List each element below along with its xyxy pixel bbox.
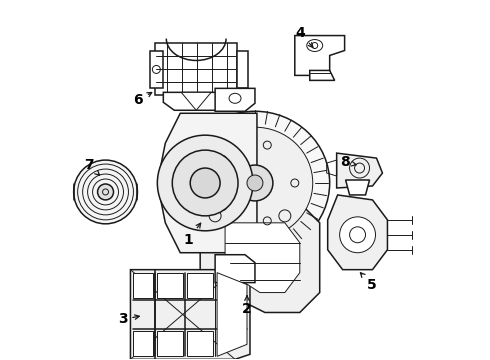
Polygon shape <box>133 332 153 356</box>
Polygon shape <box>187 273 213 298</box>
Polygon shape <box>130 270 250 359</box>
Ellipse shape <box>247 175 263 191</box>
Text: 7: 7 <box>84 158 99 175</box>
Polygon shape <box>200 203 319 312</box>
Polygon shape <box>215 88 255 111</box>
Ellipse shape <box>340 217 375 253</box>
Polygon shape <box>160 113 257 253</box>
Polygon shape <box>150 50 163 88</box>
Text: 3: 3 <box>118 312 139 327</box>
Polygon shape <box>187 332 213 356</box>
Polygon shape <box>163 92 229 110</box>
Polygon shape <box>310 71 335 80</box>
Polygon shape <box>237 50 248 88</box>
Polygon shape <box>217 273 247 356</box>
Polygon shape <box>345 180 369 195</box>
Ellipse shape <box>237 165 273 201</box>
Polygon shape <box>155 42 237 95</box>
Polygon shape <box>225 223 300 293</box>
Ellipse shape <box>74 160 137 224</box>
Text: 6: 6 <box>134 93 152 107</box>
Ellipse shape <box>172 150 238 216</box>
Text: 2: 2 <box>242 296 252 316</box>
Text: 1: 1 <box>183 223 201 247</box>
Polygon shape <box>157 332 183 356</box>
Text: 5: 5 <box>361 273 376 292</box>
Text: 8: 8 <box>340 155 356 169</box>
Polygon shape <box>181 92 211 110</box>
Polygon shape <box>328 195 388 270</box>
Text: 4: 4 <box>295 26 313 48</box>
Ellipse shape <box>157 135 253 231</box>
Polygon shape <box>295 36 344 75</box>
Ellipse shape <box>98 184 114 200</box>
Polygon shape <box>337 153 383 188</box>
Ellipse shape <box>197 127 313 239</box>
Ellipse shape <box>180 111 330 255</box>
Polygon shape <box>157 273 183 298</box>
Polygon shape <box>133 273 153 298</box>
Polygon shape <box>215 255 255 283</box>
Ellipse shape <box>190 168 220 198</box>
